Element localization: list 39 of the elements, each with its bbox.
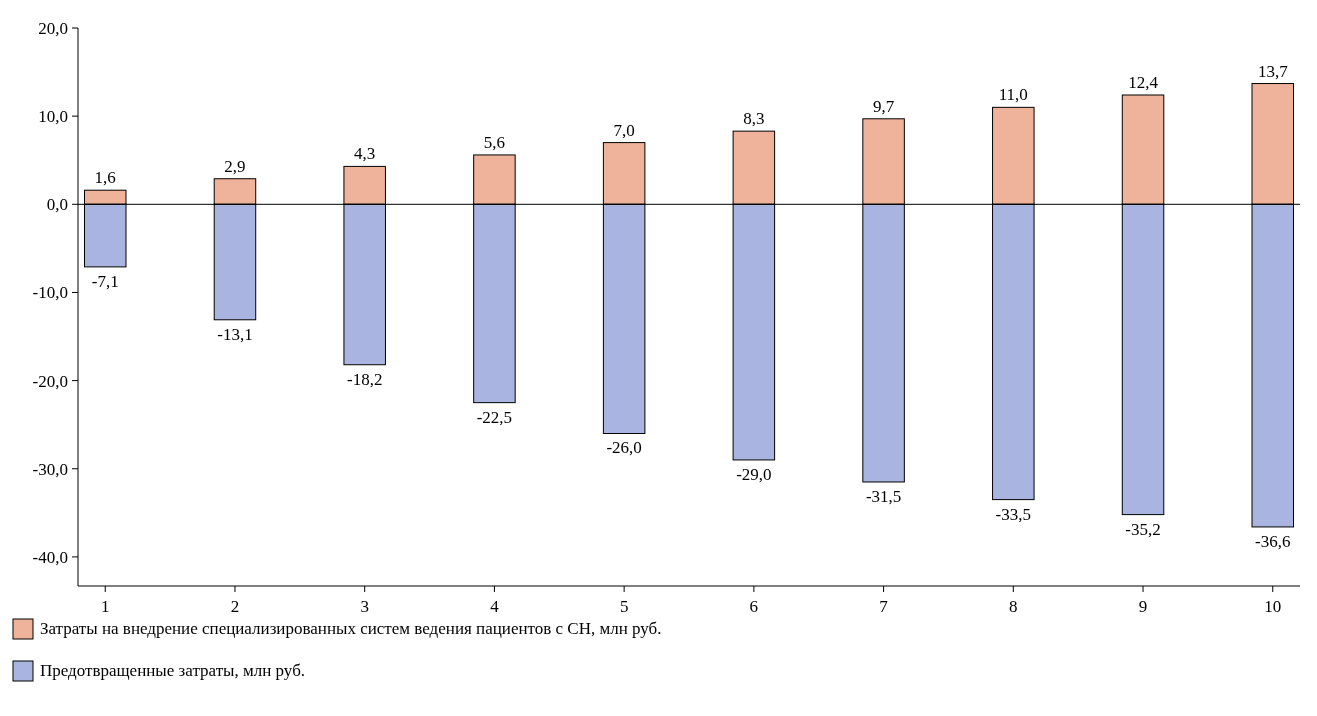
x-tick-label: 3	[360, 597, 369, 616]
legend-label: Предотвращенные затраты, млн руб.	[40, 660, 306, 680]
y-tick-label: -20,0	[32, 371, 68, 391]
data-label: -29,0	[736, 464, 772, 484]
x-tick-label: 8	[1009, 597, 1018, 616]
x-tick-label: 4	[490, 597, 500, 616]
x-tick-label: 9	[1138, 597, 1148, 616]
data-label: 7,0	[613, 120, 635, 140]
data-label: 9,7	[872, 96, 895, 116]
data-label: 1,6	[94, 168, 116, 188]
y-tick-label: 20,0	[38, 18, 68, 38]
data-label: -33,5	[995, 504, 1032, 524]
y-tick-label: 0,0	[46, 195, 68, 215]
data-label: 4,3	[354, 144, 376, 164]
data-label: 5,6	[483, 132, 506, 152]
data-label: -36,6	[1255, 531, 1291, 551]
data-label: -13,1	[217, 324, 253, 344]
data-label: 13,7	[1257, 61, 1289, 81]
data-label: -7,1	[91, 271, 119, 291]
data-label: -31,5	[865, 486, 902, 506]
data-label: -18,2	[346, 369, 383, 389]
data-label: -35,2	[1125, 519, 1161, 539]
x-tick-label: 2	[230, 597, 240, 616]
x-tick-label: 7	[879, 597, 889, 616]
data-label: 8,3	[743, 109, 765, 129]
legend-label: Затраты на внедрение специализированных систем ведения пациентов с СН, млн руб.	[40, 618, 662, 638]
x-tick-label: 5	[619, 597, 629, 616]
y-tick-label: 10,0	[38, 107, 68, 127]
data-label: -26,0	[606, 438, 642, 458]
x-tick-label: 1	[100, 597, 110, 616]
y-tick-label: -30,0	[32, 459, 68, 479]
data-label: -22,5	[476, 407, 513, 427]
y-tick-label: -40,0	[32, 547, 68, 567]
x-tick-label: 10	[1264, 597, 1282, 616]
data-label: 11,0	[998, 85, 1028, 105]
y-tick-label: -10,0	[32, 283, 68, 303]
data-label: 2,9	[224, 156, 246, 176]
x-tick-label: 6	[749, 597, 759, 616]
data-label: 12,4	[1128, 73, 1159, 92]
